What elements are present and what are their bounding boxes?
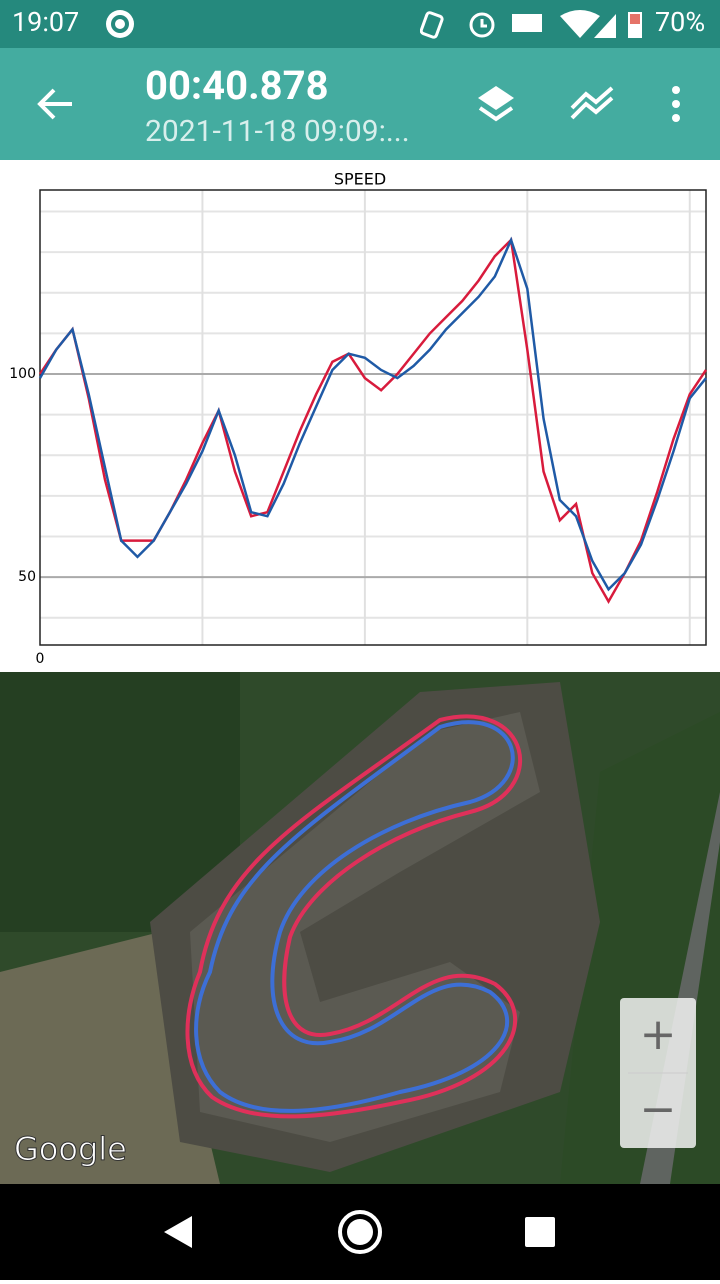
app-icon [106,10,134,38]
nav-back[interactable] [164,1216,192,1248]
battery-level: 70% [655,6,706,38]
app-bar: 00:40.878 2021-11-18 09:09:... [0,48,720,160]
back-button[interactable] [36,86,76,122]
compare-button[interactable] [568,84,616,124]
navigation-bar [0,1184,720,1280]
layers-button[interactable] [474,82,518,126]
y-tick-label: 100 [9,366,36,382]
nav-home[interactable] [338,1210,382,1254]
zoom-in[interactable]: + [640,1009,677,1060]
menu-button[interactable] [664,82,688,126]
speed-chart: SPEED 50 100 0 [9,170,708,667]
nav-buttons [164,1210,555,1254]
nav-recents[interactable] [525,1217,555,1247]
speed-line [38,237,708,605]
lap-date: 2021-11-18 09:09:... [145,114,410,149]
y-tick-label: 50 [18,569,36,585]
status-icons [420,10,642,39]
status-bar: 19:07 70% [0,0,720,48]
plot-frame [39,189,707,646]
lap-time: 00:40.878 [145,62,329,109]
speed-line [38,236,707,592]
map[interactable]: Google + − [0,672,720,1184]
chart-title: SPEED [334,170,386,189]
clock: 19:07 [12,6,80,38]
zoom-out[interactable]: − [640,1084,677,1135]
x-tick-label: 0 [36,651,45,667]
google-logo: Google [14,1130,127,1168]
